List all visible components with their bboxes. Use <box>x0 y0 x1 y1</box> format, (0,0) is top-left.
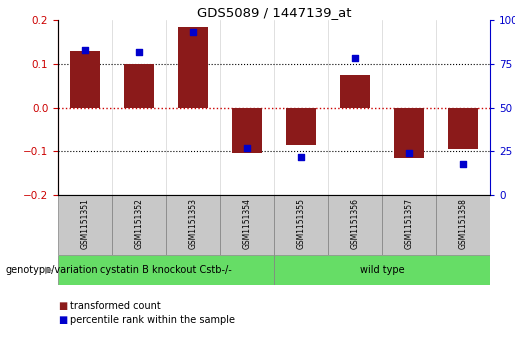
Bar <box>58 255 274 285</box>
Bar <box>328 195 382 255</box>
Text: percentile rank within the sample: percentile rank within the sample <box>70 315 235 325</box>
Point <box>243 145 251 151</box>
Bar <box>166 195 220 255</box>
Text: wild type: wild type <box>359 265 404 275</box>
Text: GSM1151357: GSM1151357 <box>404 198 414 249</box>
Point <box>81 47 89 53</box>
Point <box>405 150 413 156</box>
Bar <box>232 107 262 154</box>
Text: cystatin B knockout Cstb-/-: cystatin B knockout Cstb-/- <box>100 265 232 275</box>
Text: genotype/variation: genotype/variation <box>5 265 98 275</box>
Bar <box>382 195 436 255</box>
Text: ▶: ▶ <box>45 265 53 275</box>
Title: GDS5089 / 1447139_at: GDS5089 / 1447139_at <box>197 6 351 19</box>
Text: GSM1151352: GSM1151352 <box>134 198 144 249</box>
Text: GSM1151355: GSM1151355 <box>297 198 305 249</box>
Bar <box>220 195 274 255</box>
Bar <box>436 195 490 255</box>
Bar <box>394 107 424 158</box>
Point <box>135 49 143 54</box>
Bar <box>178 26 208 107</box>
Text: transformed count: transformed count <box>70 301 161 311</box>
Bar <box>124 64 154 107</box>
Point <box>297 154 305 159</box>
Bar <box>70 50 100 107</box>
Text: GSM1151358: GSM1151358 <box>458 198 468 249</box>
Bar <box>58 195 112 255</box>
Point <box>189 29 197 35</box>
Point <box>351 56 359 61</box>
Bar <box>286 107 316 145</box>
Text: GSM1151353: GSM1151353 <box>188 198 197 249</box>
Point <box>459 160 467 166</box>
Text: ■: ■ <box>58 301 67 311</box>
Text: GSM1151351: GSM1151351 <box>80 198 90 249</box>
Bar <box>448 107 478 149</box>
Text: GSM1151354: GSM1151354 <box>243 198 251 249</box>
Text: GSM1151356: GSM1151356 <box>351 198 359 249</box>
Bar <box>274 255 490 285</box>
Bar <box>340 75 370 107</box>
Text: ■: ■ <box>58 315 67 325</box>
Bar <box>274 195 328 255</box>
Bar <box>112 195 166 255</box>
